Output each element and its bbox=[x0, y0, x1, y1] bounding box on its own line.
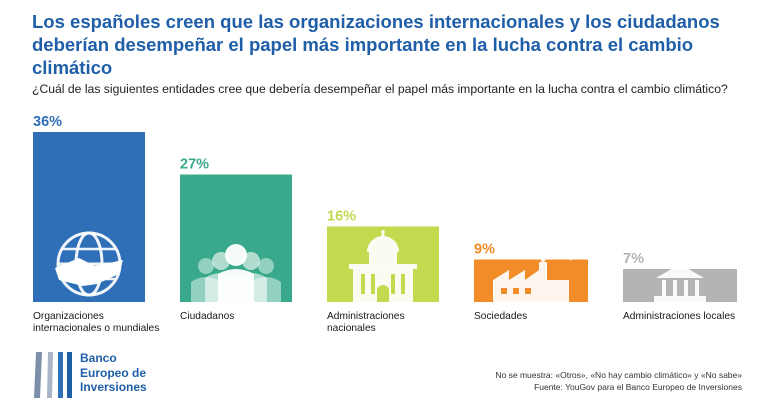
value-label-1: 36% bbox=[33, 114, 62, 130]
logo-line-2: Europeo de bbox=[80, 365, 147, 380]
factory-icon bbox=[493, 251, 573, 302]
eib-logo-icon bbox=[34, 352, 72, 398]
bar-group-2: 27% Ciudadanos bbox=[180, 157, 292, 322]
footnote: No se muestra: «Otros», «No hay cambio c… bbox=[495, 369, 742, 393]
category-label-1-line-2: internacionales o mundiales bbox=[33, 323, 159, 334]
footnote-not-shown: No se muestra: «Otros», «No hay cambio c… bbox=[495, 370, 742, 380]
category-label-5-line-1: Administraciones locales bbox=[623, 311, 735, 322]
category-label-2-line-1: Ciudadanos bbox=[180, 311, 234, 322]
government-building-icon bbox=[349, 230, 417, 302]
category-label-1-line-1: Organizaciones bbox=[33, 311, 104, 322]
value-label-2: 27% bbox=[180, 157, 209, 173]
logo-line-1: Banco bbox=[80, 351, 117, 365]
bar-group-5: 7% Administraciones locales bbox=[623, 251, 737, 322]
globe-handshake-icon bbox=[55, 231, 123, 297]
category-label-3-line-2: nacionales bbox=[327, 323, 376, 334]
category-label-4-line-1: Sociedades bbox=[474, 311, 527, 322]
bank-columns-icon bbox=[654, 264, 706, 302]
category-label-3-line-1: Administraciones bbox=[327, 311, 405, 322]
bar-group-4: 9% Sociedades bbox=[474, 242, 588, 322]
logo-line-3: Inversiones bbox=[80, 380, 147, 394]
chart-title: Los españoles creen que las organizacion… bbox=[32, 11, 720, 78]
chart-subtitle: ¿Cuál de las siguientes entidades cree q… bbox=[32, 82, 728, 96]
value-label-3: 16% bbox=[327, 208, 356, 224]
people-group-icon bbox=[191, 244, 281, 302]
value-label-5: 7% bbox=[623, 251, 644, 267]
value-label-4: 9% bbox=[474, 242, 495, 258]
logo-text: Banco Europeo de Inversiones bbox=[80, 351, 147, 395]
footnote-source: Fuente: YouGov para el Banco Europeo de … bbox=[534, 382, 742, 392]
